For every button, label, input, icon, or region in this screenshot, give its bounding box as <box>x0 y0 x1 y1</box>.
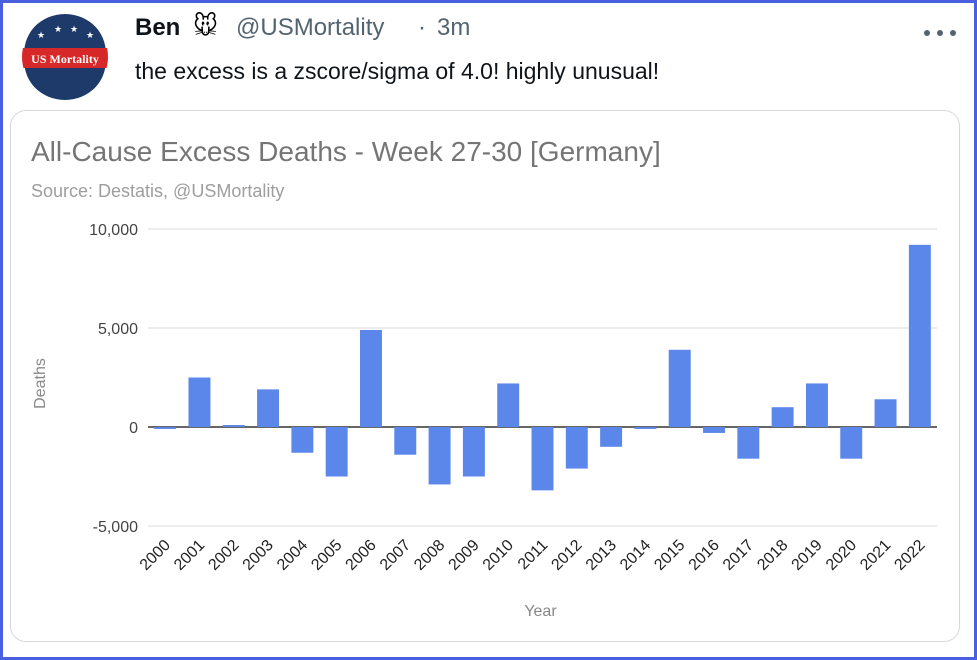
x-tick-label: 2012 <box>548 537 585 574</box>
x-tick-label: 2002 <box>205 537 242 574</box>
bar-2000 <box>154 427 177 429</box>
bar-2005 <box>325 427 348 477</box>
tweet-text: the excess is a zscore/sigma of 4.0! hig… <box>135 58 660 84</box>
bar-2010 <box>497 383 520 427</box>
y-axis-label: Deaths <box>32 358 49 409</box>
x-tick-label: 2011 <box>515 537 551 573</box>
bar-2016 <box>703 427 725 433</box>
y-tick-label: 0 <box>129 420 138 437</box>
media-card[interactable]: All-Cause Excess Deaths - Week 27-30 [Ge… <box>10 110 960 642</box>
bar-2001 <box>188 377 211 427</box>
x-tick-label: 2004 <box>274 537 311 574</box>
x-tick-label: 2020 <box>823 537 860 574</box>
chart: All-Cause Excess Deaths - Week 27-30 [Ge… <box>31 136 937 620</box>
bar-2022 <box>908 244 931 427</box>
x-tick-label: 2015 <box>651 537 688 574</box>
more-dot <box>924 30 930 36</box>
bar-2013 <box>600 427 623 447</box>
x-tick-label: 2022 <box>891 537 928 574</box>
bar-2009 <box>462 427 485 477</box>
bar-2004 <box>291 427 314 453</box>
chart-subtitle: Source: Destatis, @USMortality <box>31 181 284 201</box>
x-tick-label: 2007 <box>377 537 414 574</box>
more-dot <box>937 30 943 36</box>
bar-2007 <box>394 427 417 455</box>
x-tick-label: 2009 <box>446 537 483 574</box>
bar-2014 <box>634 427 657 429</box>
svg-text:★: ★ <box>37 30 45 40</box>
y-tick-label: 5,000 <box>98 321 138 338</box>
bar-2019 <box>805 383 828 427</box>
bar-2018 <box>771 407 794 427</box>
bar-2021 <box>874 399 897 427</box>
svg-text:★: ★ <box>70 24 78 34</box>
user-handle[interactable]: @USMortality <box>236 14 385 41</box>
avatar-text: US Mortality <box>31 52 99 66</box>
bar-2015 <box>668 349 691 427</box>
more-dots-icon[interactable] <box>922 26 958 40</box>
x-tick-label: 2005 <box>308 537 345 574</box>
y-tick-label: -5,000 <box>93 519 138 536</box>
x-tick-label: 2006 <box>343 537 380 574</box>
y-tick-label: 10,000 <box>89 222 138 239</box>
x-axis-label: Year <box>524 603 557 620</box>
svg-text:★: ★ <box>86 30 94 40</box>
display-name[interactable]: Ben <box>135 14 181 41</box>
x-tick-label: 2018 <box>754 537 791 574</box>
bar-2008 <box>428 427 451 485</box>
x-tick-label: 2021 <box>857 537 894 574</box>
bar-2012 <box>565 427 588 469</box>
avatar[interactable]: ★ ★ ★ ★ US Mortality <box>22 14 108 100</box>
bar-2006 <box>360 329 382 427</box>
x-tick-label: 2013 <box>583 537 620 574</box>
bar-2017 <box>737 427 760 459</box>
chart-title: All-Cause Excess Deaths - Week 27-30 [Ge… <box>31 136 661 167</box>
svg-text:★: ★ <box>54 24 62 34</box>
x-tick-label: 2010 <box>480 537 517 574</box>
bar-2003 <box>257 389 280 427</box>
more-dot <box>950 30 956 36</box>
x-tick-label: 2000 <box>137 537 174 574</box>
us-mortality-logo: ★ ★ ★ ★ US Mortality <box>22 14 108 100</box>
separator-dot: · <box>418 14 426 41</box>
mouse-emoji-icon: 🐭 <box>193 13 219 40</box>
x-tick-label: 2014 <box>617 537 654 574</box>
bar-2002 <box>222 425 245 427</box>
x-tick-label: 2001 <box>171 537 208 574</box>
x-tick-label: 2016 <box>686 537 723 574</box>
x-tick-label: 2003 <box>240 537 277 574</box>
bar-2020 <box>840 427 863 459</box>
bar-2011 <box>531 427 554 491</box>
timestamp[interactable]: 3m <box>437 14 471 41</box>
x-tick-label: 2017 <box>720 537 757 574</box>
x-tick-label: 2008 <box>411 537 448 574</box>
x-tick-label: 2019 <box>789 537 826 574</box>
